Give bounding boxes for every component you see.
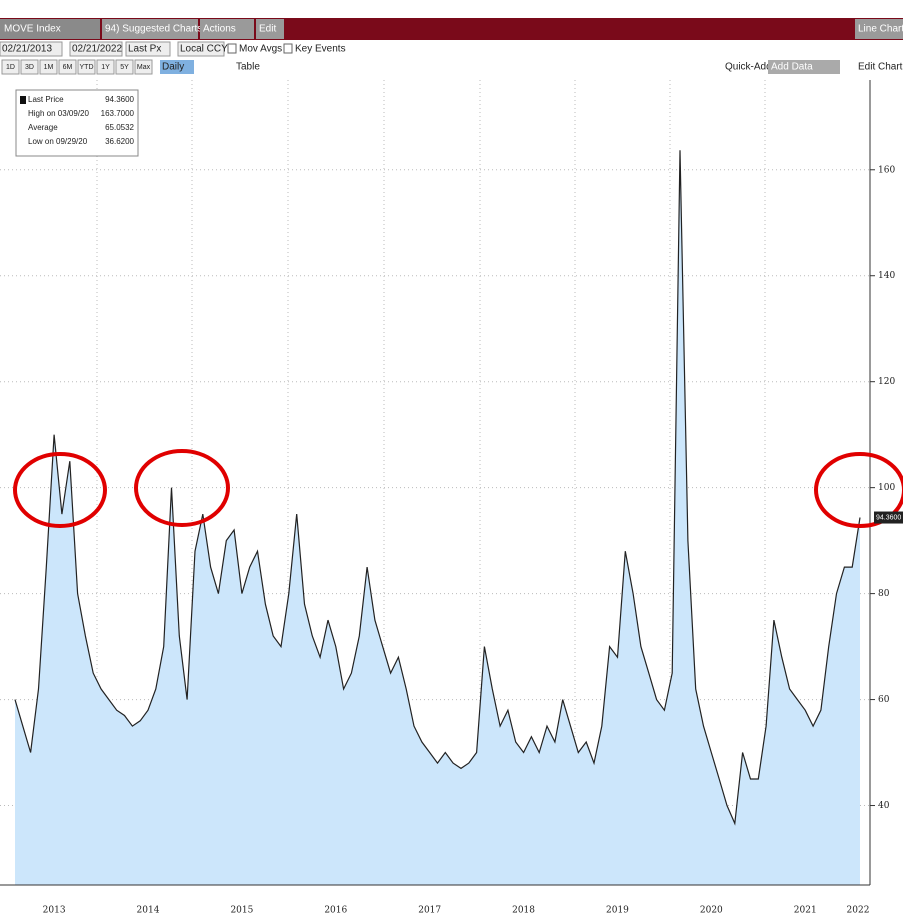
end-box[interactable] <box>69 41 123 57</box>
x-tick-label: 2021 <box>794 906 817 916</box>
period-label: 3D <box>25 64 34 71</box>
key-events: Key Events <box>295 44 346 55</box>
last-price-box <box>874 511 903 524</box>
checkbox[interactable] <box>227 43 237 54</box>
period-label: 1M <box>44 64 54 71</box>
last-price-label: 94.3600 <box>876 514 901 521</box>
period-buttons: 1D 3D 1M 6M YTD 1Y 5Y Max <box>1 59 153 75</box>
x-tick-label: 2018 <box>512 906 535 916</box>
highlight-circle <box>134 449 230 527</box>
period-label: 5Y <box>120 64 129 71</box>
edit-button[interactable] <box>256 19 284 39</box>
period-button[interactable] <box>115 59 134 75</box>
suggested-button[interactable] <box>102 19 198 39</box>
x-tick-label: 2015 <box>230 906 253 916</box>
toolbar: MOVE Index 94) Suggested Charts Actions … <box>0 18 903 75</box>
currency-box[interactable] <box>177 41 225 57</box>
legend-value: 163.7000 <box>101 109 135 118</box>
legend: Last Price 94.3600 High on 03/09/20 163.700… <box>15 89 139 157</box>
field-box[interactable] <box>125 41 171 57</box>
y-tick-label: 100 <box>878 483 895 493</box>
period-button[interactable] <box>39 59 58 75</box>
legend-value: 94.3600 <box>105 95 134 104</box>
legend-value: 65.0532 <box>105 123 134 132</box>
x-tick-label: 2017 <box>418 906 441 916</box>
field: Last Px <box>128 44 161 55</box>
y-tick-label: 80 <box>878 589 890 599</box>
x-tick-label: 2016 <box>324 906 347 916</box>
x-tick-label: 2019 <box>606 906 629 916</box>
checkbox[interactable] <box>283 43 293 54</box>
chart-kind: Line Chart <box>858 24 903 35</box>
start-box[interactable] <box>0 41 63 57</box>
add-data-box[interactable] <box>768 60 840 74</box>
highlight-circles <box>13 449 903 528</box>
y-tick-label: 120 <box>878 377 895 387</box>
frequency-box[interactable] <box>160 60 194 74</box>
frequency: Daily <box>162 62 184 73</box>
highlight-circle <box>814 452 903 528</box>
period-label: YTD <box>80 64 94 71</box>
y-axis-labels: 40 60 80 100 120 140 160 2013 2014 2015 2016 2017 20… <box>43 165 896 915</box>
period-label: Max <box>137 64 151 71</box>
x-tick-label: 2013 <box>43 906 66 916</box>
quick-add[interactable]: Quick-Add <box>725 62 772 73</box>
period-button[interactable] <box>96 59 115 75</box>
line <box>14 150 861 826</box>
period-button[interactable] <box>58 59 77 75</box>
ticker: MOVE Index <box>4 24 61 35</box>
legend-box <box>15 89 139 157</box>
legend-label: Average <box>28 123 58 132</box>
area <box>15 150 860 885</box>
suggested: 94) Suggested Charts <box>105 24 202 35</box>
edit-chart[interactable]: Edit Chart <box>858 62 903 73</box>
end-date: 02/21/2022 <box>72 44 122 55</box>
period-button[interactable] <box>134 59 153 75</box>
legend-label: Low on 09/29/20 <box>28 137 88 146</box>
start-date: 02/21/2013 <box>2 44 52 55</box>
y-tick-label: 60 <box>878 695 890 705</box>
period-button[interactable] <box>1 59 20 75</box>
plot <box>0 150 870 885</box>
x-tick-label: 2020 <box>700 906 723 916</box>
x-tick-label: 2014 <box>137 906 160 916</box>
mov-avgs: Mov Avgs <box>239 44 282 55</box>
legend-swatch <box>20 96 26 104</box>
period-label: 1D <box>6 64 15 71</box>
period-button[interactable] <box>77 59 96 75</box>
period-label: 1Y <box>101 64 110 71</box>
legend-value: 36.6200 <box>105 137 134 146</box>
y-tick-label: 40 <box>878 801 890 811</box>
legend-label: Last Price <box>28 95 64 104</box>
actions: Actions <box>203 24 236 35</box>
table[interactable]: Table <box>236 62 260 73</box>
edit: Edit <box>259 24 276 35</box>
y-tick-label: 140 <box>878 271 895 281</box>
legend-label: High on 03/09/20 <box>28 109 89 118</box>
chart-kind-box[interactable] <box>855 19 903 39</box>
period-button[interactable] <box>20 59 39 75</box>
ticker-box[interactable] <box>0 19 100 39</box>
add-data: Add Data <box>771 62 813 73</box>
x-tick-label: 2022 <box>847 906 870 916</box>
currency: Local CCY <box>180 44 228 55</box>
highlight-circle <box>13 452 107 528</box>
period-label: 6M <box>63 64 73 71</box>
actions-button[interactable] <box>200 19 254 39</box>
y-tick-label: 160 <box>878 165 895 175</box>
